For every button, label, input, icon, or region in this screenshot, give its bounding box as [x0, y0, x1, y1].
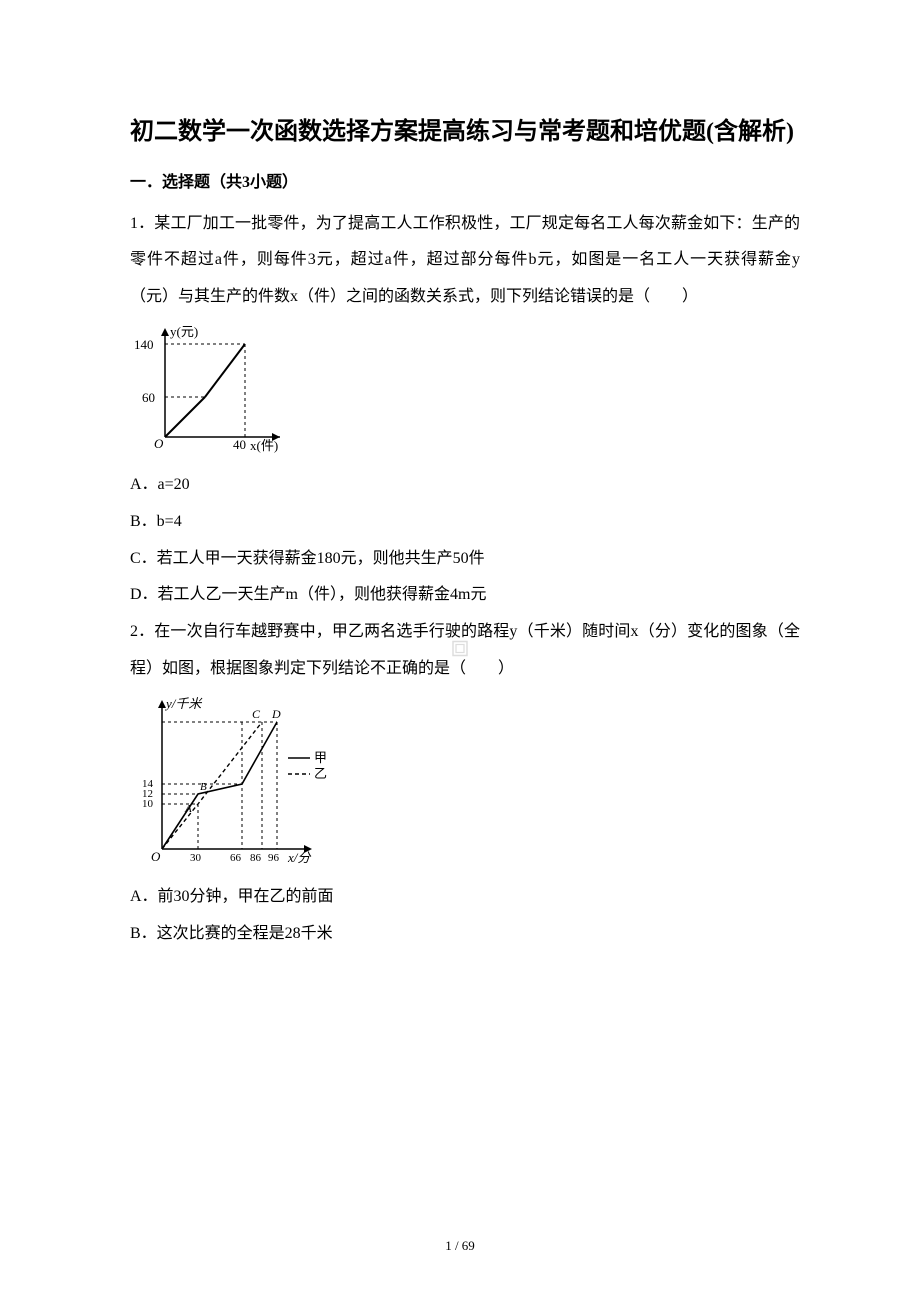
- q1-y-label: y(元): [170, 324, 198, 339]
- q2-stem: 2．在一次自行车越野赛中，甲乙两名选手行驶的路程y（千米）随时间x（分）变化的图…: [130, 614, 800, 688]
- q2-x66: 66: [230, 852, 242, 864]
- q2-y14: 14: [142, 778, 154, 790]
- q2-origin: O: [151, 849, 161, 864]
- q1-xtick-40: 40: [233, 437, 246, 452]
- q2-x96: 96: [268, 852, 280, 864]
- q1-figure: O y(元) x(件) 140 60 40: [130, 322, 800, 459]
- q2-y-label: y/千米: [164, 696, 203, 711]
- q1-option-d: D．若工人乙一天生产m（件），则他获得薪金4m元: [130, 577, 800, 614]
- q1-origin: O: [154, 436, 164, 451]
- q2-x30: 30: [190, 852, 202, 864]
- q2-ptB: B: [200, 781, 207, 793]
- q2-ptD: D: [271, 707, 281, 721]
- q2-legend-yi: 乙: [314, 766, 327, 781]
- q1-option-b: B．b=4: [130, 504, 800, 541]
- q2-x86: 86: [250, 852, 262, 864]
- q2-figure: y/千米 x/分 O 30 66 86 96 10 12 14: [130, 694, 800, 871]
- q1-option-c: C．若工人甲一天获得薪金180元，则他共生产50件: [130, 541, 800, 578]
- page-number: 1 / 69: [0, 1238, 920, 1254]
- page: 初二数学一次函数选择方案提高练习与常考题和培优题(含解析) 一．选择题（共3小题…: [0, 0, 920, 1302]
- q2-ptA: A: [184, 803, 192, 815]
- q1-x-label: x(件): [250, 438, 278, 453]
- q2-x-label: x/分: [287, 850, 311, 865]
- q1-ytick-60: 60: [142, 390, 155, 405]
- q2-ptC: C: [252, 707, 261, 721]
- q2-option-b: B．这次比赛的全程是28千米: [130, 916, 800, 953]
- q2-legend-jia: 甲: [314, 750, 327, 765]
- section-heading: 一．选择题（共3小题）: [130, 168, 800, 192]
- q1-stem: 1．某工厂加工一批零件，为了提高工人工作积极性，工厂规定每名工人每次薪金如下：生…: [130, 206, 800, 316]
- document-title: 初二数学一次函数选择方案提高练习与常考题和培优题(含解析): [130, 110, 800, 156]
- q1-ytick-140: 140: [134, 337, 154, 352]
- q1-option-a: A．a=20: [130, 467, 800, 504]
- q2-option-a: A．前30分钟，甲在乙的前面: [130, 879, 800, 916]
